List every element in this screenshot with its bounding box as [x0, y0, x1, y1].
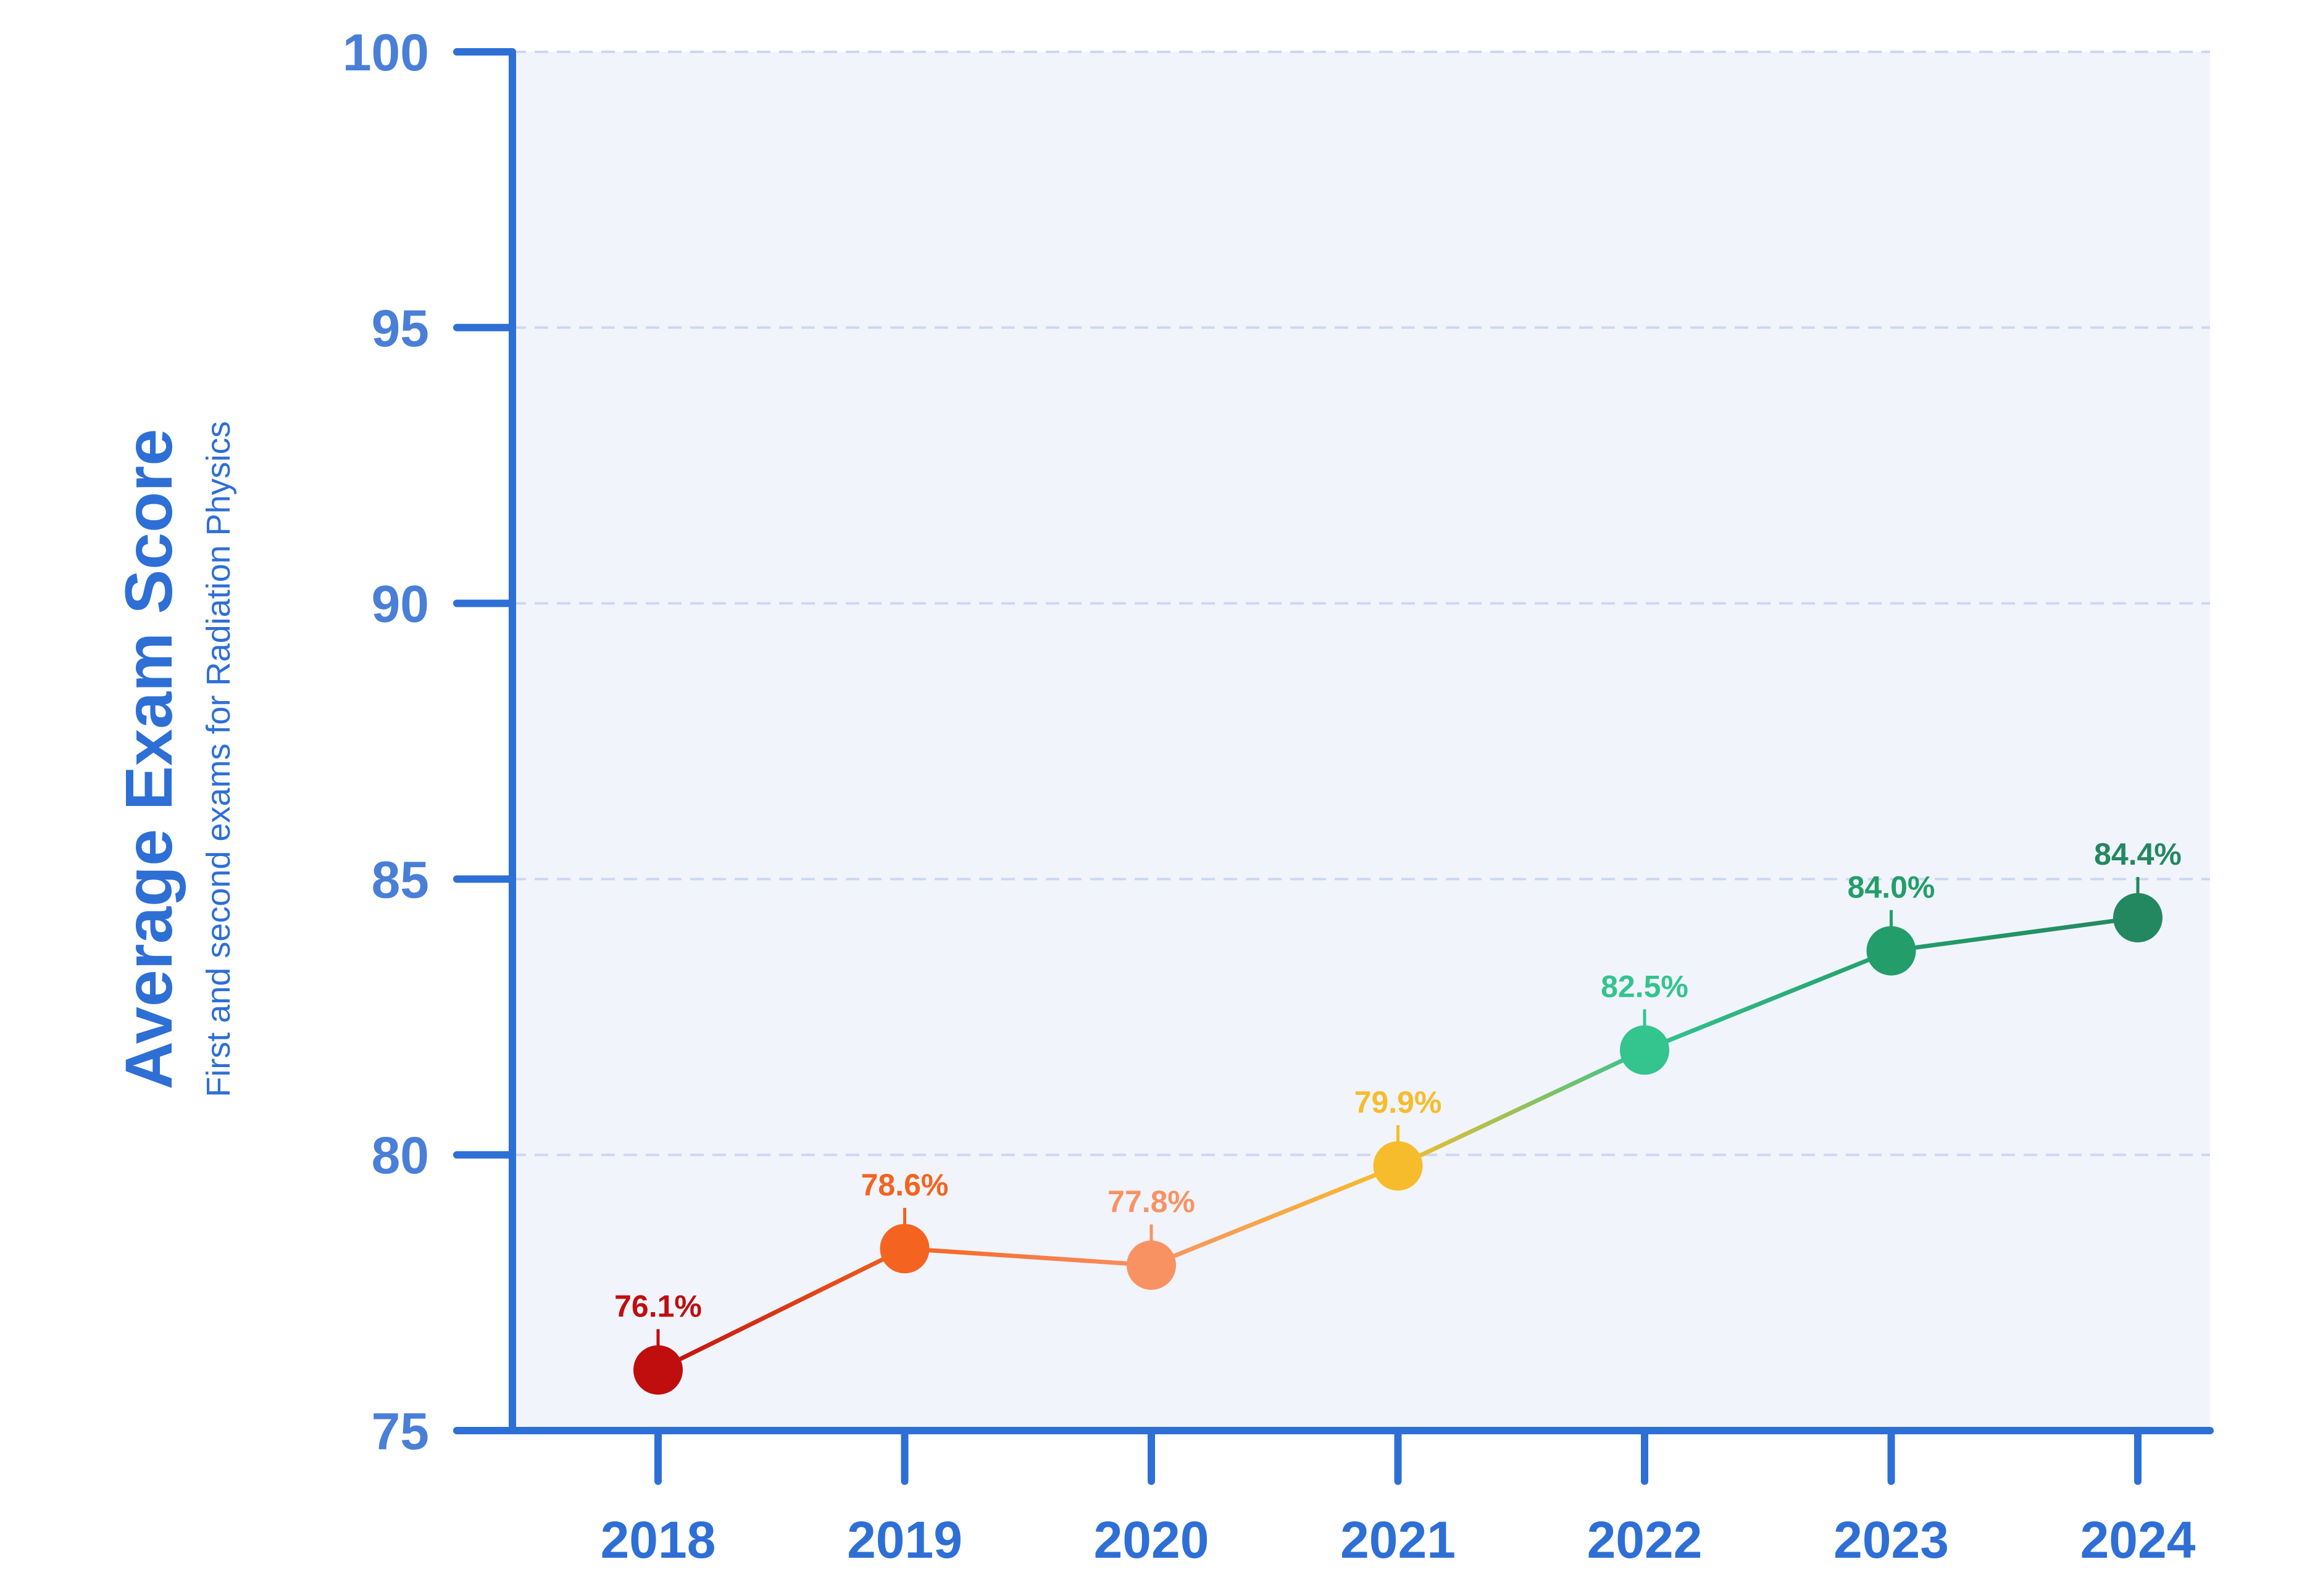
gridlines [512, 51, 2210, 1157]
chart-title: Average Exam Score [111, 429, 186, 1090]
data-label: 82.5% [1601, 969, 1688, 1004]
y-axis-ticks: 75 80 85 90 95 100 [343, 23, 516, 1460]
data-point [633, 1345, 683, 1395]
x-tick-label: 2024 [2080, 1511, 2196, 1569]
y-tick-label: 80 [372, 1126, 429, 1184]
x-tick-label: 2020 [1094, 1511, 1209, 1569]
data-labels: 76.1% 78.6% 77.8% 79.9% 82.5% 84.0% 84.4% [614, 837, 2182, 1347]
x-tick-label: 2022 [1587, 1511, 1703, 1569]
y-tick-label: 95 [372, 299, 429, 357]
y-tick-label: 90 [372, 575, 429, 633]
data-point [1373, 1141, 1423, 1191]
x-tick-label: 2019 [847, 1511, 962, 1569]
data-label: 76.1% [614, 1289, 702, 1324]
x-tick-label: 2021 [1340, 1511, 1456, 1569]
x-tick-label: 2018 [601, 1511, 716, 1569]
data-label: 78.6% [861, 1168, 949, 1202]
line-segment [903, 1246, 1154, 1268]
data-points [633, 892, 2163, 1395]
y-tick-label: 100 [343, 23, 429, 81]
line-segment [656, 1246, 907, 1373]
y-tick-label: 85 [372, 850, 429, 908]
data-label: 84.0% [1848, 870, 1935, 905]
chart-subtitle-group: First and second exams for Radiation Phy… [200, 421, 237, 1097]
x-axis-ticks: 2018 2019 2020 2021 2022 2023 2024 [601, 1427, 2196, 1569]
y-tick-label: 75 [372, 1402, 429, 1460]
data-point [2113, 892, 2163, 942]
data-point [1866, 926, 1916, 976]
axes [505, 52, 2214, 1434]
line-segment [1889, 915, 2140, 954]
data-label: 84.4% [2094, 837, 2182, 871]
data-point [880, 1224, 930, 1274]
line-segment [1396, 1047, 1647, 1168]
series-line [656, 915, 2140, 1373]
chart-subtitle: First and second exams for Radiation Phy… [200, 421, 237, 1097]
data-label: 77.8% [1107, 1184, 1195, 1219]
line-segment [1149, 1163, 1400, 1268]
x-tick-label: 2023 [1833, 1511, 1949, 1569]
chart-title-group: Average Exam Score [111, 429, 186, 1090]
line-segment [1642, 949, 1893, 1052]
plot-area [512, 52, 2210, 1431]
data-point [1127, 1240, 1176, 1290]
data-point [1620, 1025, 1669, 1075]
data-label: 79.9% [1354, 1085, 1442, 1120]
